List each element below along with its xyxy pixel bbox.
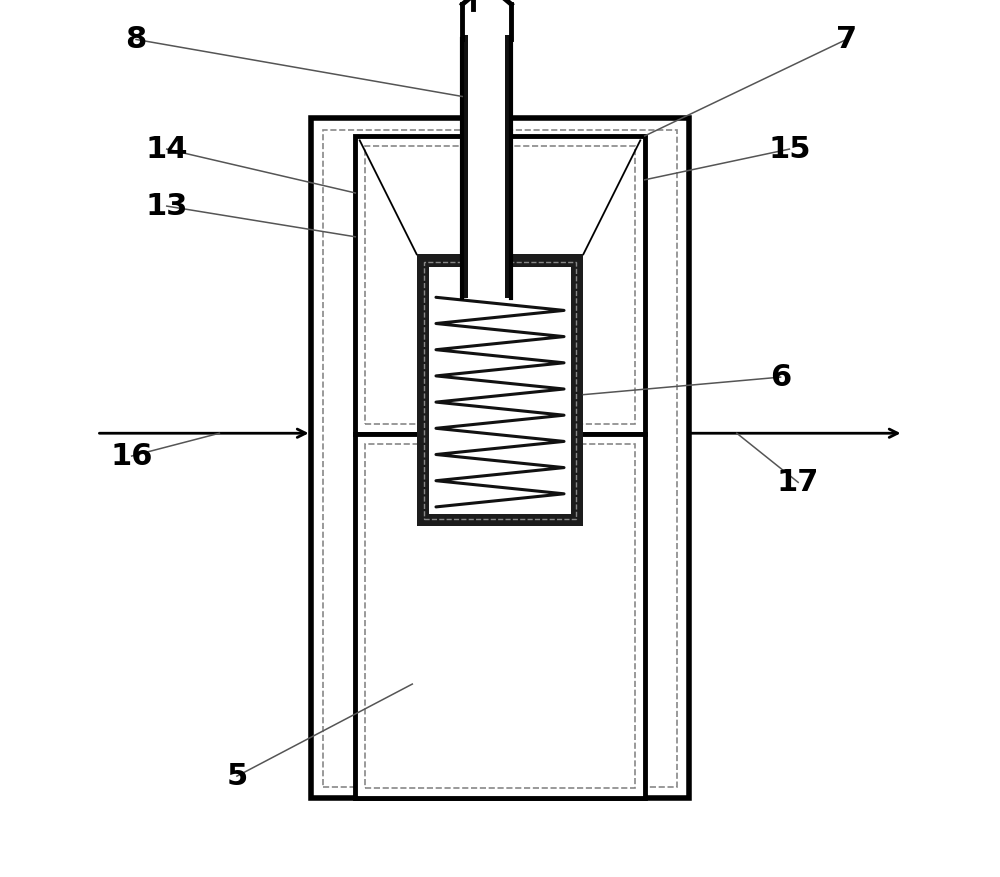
Text: 8: 8	[125, 25, 147, 54]
Text: 6: 6	[770, 362, 791, 392]
Bar	[462, 35, 511, 298]
Text: 14: 14	[145, 134, 188, 164]
Text: 15: 15	[768, 134, 811, 164]
Bar	[417, 254, 583, 526]
Bar	[365, 146, 635, 424]
Bar	[429, 267, 571, 514]
Text: 13: 13	[146, 191, 188, 221]
Text: 5: 5	[226, 761, 248, 791]
Bar	[468, 35, 505, 298]
Bar	[365, 444, 635, 788]
Bar	[355, 136, 645, 434]
Text: 7: 7	[836, 25, 857, 54]
Bar	[355, 434, 645, 798]
Text: 16: 16	[110, 441, 153, 471]
Bar	[311, 118, 689, 798]
Bar	[323, 130, 677, 787]
Text: 17: 17	[777, 467, 819, 497]
Bar	[424, 261, 576, 519]
